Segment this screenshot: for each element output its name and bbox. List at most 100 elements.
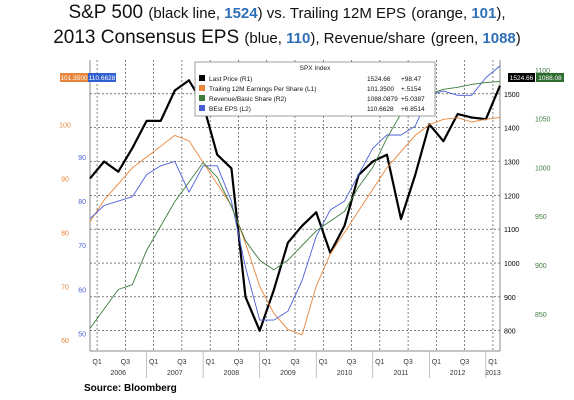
- x-year-label: 2006: [110, 370, 126, 377]
- right-revenue-tick-label: 1050: [535, 117, 551, 124]
- legend-label: Trailing 12M Earnings Per Share (L1): [209, 86, 316, 93]
- legend-value: 101.3500: [367, 86, 394, 93]
- title2-part2: ), Revenue/share: [310, 30, 426, 47]
- legend-value: 1088.0879: [367, 96, 398, 103]
- blue-value-tag: 110.6628: [88, 73, 116, 82]
- source-note: Source: Bloomberg: [84, 383, 177, 394]
- legend-swatch: [199, 95, 205, 101]
- x-quarter-tick-label: Q3: [403, 359, 412, 366]
- blue-value-tag-text: 110.6628: [89, 75, 116, 82]
- legend-change: +5.0387: [401, 96, 425, 103]
- title2-lead: 2013 Consensus EPS: [53, 27, 240, 48]
- left-orange-tick-label: 100: [59, 123, 71, 130]
- orange-value-tag: 101.3500: [60, 73, 88, 82]
- legend-swatch: [199, 75, 205, 81]
- title2-part4: ): [515, 30, 521, 47]
- left-orange-tick-label: 80: [61, 230, 69, 237]
- left-orange-tick-label: 90: [61, 177, 69, 184]
- title1-part3: (orange,: [411, 5, 472, 22]
- title1-part1: (black line,: [148, 5, 225, 22]
- title1-value1: 1524: [224, 5, 258, 22]
- x-quarter-tick-label: Q1: [375, 359, 384, 366]
- x-year-label: 2012: [450, 370, 466, 377]
- revenue-value-tag-text: 1088.08: [538, 75, 562, 82]
- right-revenue-tick-label: 950: [535, 214, 547, 221]
- legend-change: +98.47: [401, 76, 421, 83]
- left-orange-tick-label: 70: [61, 284, 69, 291]
- x-quarter-tick-label: Q3: [121, 359, 130, 366]
- title1-part2: ) vs. Trailing 12M EPS: [257, 5, 407, 22]
- x-year-label: 2008: [224, 370, 240, 377]
- x-quarter-tick-label: Q1: [432, 359, 441, 366]
- current-value-tags: 101.3500 110.6628 1524.66 1088.08: [60, 73, 564, 82]
- legend-label: Revenue/Basic Share (R2): [209, 96, 286, 103]
- x-quarter-tick-label: Q1: [149, 359, 158, 366]
- title2-value1: 110: [286, 30, 311, 47]
- revenue-value-tag: 1088.08: [536, 73, 564, 82]
- legend: SPX Index Last Price (R1) 1524.66 +98.47 Tra…: [194, 61, 436, 117]
- x-quarter-tick-label: Q1: [206, 359, 215, 366]
- title2-part3: (green,: [430, 30, 483, 47]
- orange-value-tag-text: 101.3500: [60, 75, 87, 82]
- right-price-tick-label: 1400: [504, 126, 520, 133]
- x-year-label: 2007: [167, 370, 183, 377]
- x-quarter-tick-label: Q3: [290, 359, 299, 366]
- price-value-tag-text: 1524.66: [510, 75, 534, 82]
- legend-change: +6.8514: [401, 106, 425, 113]
- x-quarter-tick-label: Q1: [92, 359, 101, 366]
- plot-frame: [89, 60, 501, 352]
- blue-value-tag-bg: [88, 73, 116, 82]
- axes: Q1 Q3 Q1 Q3 Q1 Q3 Q1 Q3 Q1 Q3 Q1 Q3 Q1 Q3 Q1 2006 2007 20…: [59, 68, 551, 378]
- legend-value: 110.6628: [367, 106, 394, 113]
- right-revenue-tick-label: 1000: [535, 165, 551, 172]
- legend-box: [194, 61, 436, 117]
- revenue-value-tag-bg: [536, 73, 564, 82]
- x-year-label: 2009: [280, 370, 296, 377]
- orange-value-tag-bg: [60, 73, 88, 82]
- right-price-tick-label: 900: [504, 295, 516, 302]
- legend-label: BEst EPS (L2): [209, 106, 251, 113]
- series-line: [89, 116, 501, 336]
- x-quarter-tick-label: Q3: [347, 359, 356, 366]
- legend-header: SPX Index: [300, 65, 331, 72]
- left-blue-tick-label: 50: [78, 331, 86, 338]
- title2-part1: (blue,: [244, 30, 287, 47]
- x-quarter-tick-label: Q3: [460, 359, 469, 366]
- left-blue-tick-label: 70: [78, 243, 86, 250]
- x-year-label: 2010: [337, 370, 353, 377]
- title1-value2: 101: [471, 5, 497, 22]
- title1-part4: ),: [496, 5, 506, 22]
- x-quarter-tick-label: Q3: [177, 359, 186, 366]
- legend-value: 1524.66: [367, 76, 391, 83]
- right-price-tick-label: 800: [504, 329, 516, 336]
- x-quarter-tick-label: Q1: [319, 359, 328, 366]
- legend-change: +.5154: [401, 86, 421, 93]
- x-quarter-tick-label: Q1: [488, 359, 497, 366]
- right-revenue-tick-label: 1100: [535, 68, 550, 75]
- right-price-tick-label: 1300: [504, 160, 520, 167]
- x-year-label: 2013: [485, 370, 501, 377]
- legend-label: Last Price (R1): [209, 76, 252, 83]
- left-blue-tick-label: 90: [78, 155, 86, 162]
- right-price-tick-label: 1200: [504, 193, 520, 200]
- series-line: [89, 79, 502, 332]
- x-year-label: 2011: [394, 370, 409, 377]
- chart-title-line-2: 2013 Consensus EPS (blue, 110), Revenue/…: [0, 27, 574, 49]
- chart-title-line-1: S&P 500 (black line, 1524) vs. Trailing …: [0, 2, 574, 24]
- left-orange-tick-label: 60: [61, 338, 69, 345]
- price-value-tag-bg: [508, 73, 535, 82]
- x-quarter-tick-label: Q3: [234, 359, 243, 366]
- right-price-tick-label: 1000: [504, 261, 520, 268]
- title2-value2: 1088: [482, 30, 516, 47]
- left-blue-tick-label: 60: [78, 287, 86, 294]
- x-quarter-tick-label: Q1: [262, 359, 271, 366]
- legend-swatch: [199, 105, 205, 111]
- right-revenue-tick-label: 850: [535, 312, 547, 319]
- legend-swatch: [199, 85, 205, 91]
- right-price-tick-label: 1100: [504, 227, 519, 234]
- right-revenue-tick-label: 900: [535, 263, 547, 270]
- price-value-tag: 1524.66: [508, 73, 535, 82]
- left-blue-tick-label: 80: [78, 199, 86, 206]
- title1-lead: S&P 500: [68, 2, 144, 23]
